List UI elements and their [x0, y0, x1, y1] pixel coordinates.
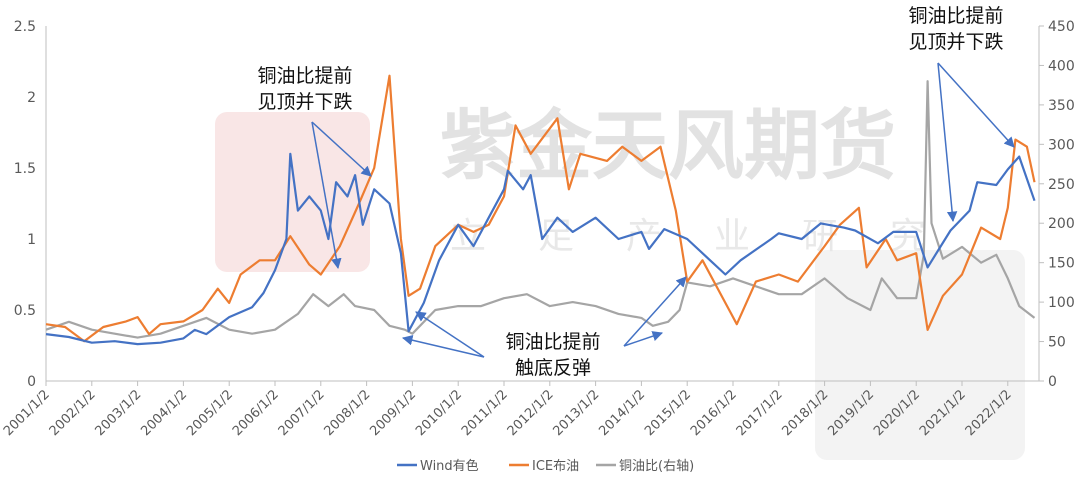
y-tick-right: 150: [1048, 256, 1075, 272]
y-tick-right: 450: [1048, 19, 1075, 35]
annotation-2-line-1: 铜油比提前: [505, 331, 600, 353]
annotation-2-arrow-d: [623, 331, 663, 347]
x-tick-label: 2014/1/2: [596, 387, 648, 439]
x-tick-label: 2015/1/2: [642, 387, 694, 439]
y-tick-left: 1: [27, 232, 36, 248]
annotation-2-arrow-b: [415, 311, 485, 358]
annotation-2-arrow-c: [623, 276, 687, 347]
annotation-1-arrow-b: [311, 121, 372, 177]
annotation-3-line-2: 见顶并下跌: [908, 31, 1003, 53]
x-tick-label: 2008/1/2: [322, 387, 374, 439]
x-tick-label: 2007/1/2: [276, 387, 328, 439]
annotation-3-line-1: 铜油比提前: [908, 5, 1003, 27]
annotation-1-line-1: 铜油比提前: [257, 65, 352, 87]
y-tick-left: 0.5: [14, 303, 36, 319]
x-tick-label: 2003/1/2: [93, 387, 145, 439]
y-tick-left: 2: [27, 90, 36, 106]
y-tick-right: 400: [1048, 58, 1075, 74]
watermark-seal-right: [815, 250, 1025, 460]
annotation-1-line-2: 见顶并下跌: [257, 91, 352, 113]
x-tick-label: 2002/1/2: [47, 387, 99, 439]
y-tick-right: 250: [1048, 177, 1075, 193]
y-tick-left: 0: [27, 374, 36, 390]
series-line-1: [45, 74, 1036, 343]
y-tick-right: 100: [1048, 295, 1075, 311]
y-tick-left: 1.5: [14, 161, 36, 177]
legend-label-1: ICE布油: [532, 459, 579, 474]
legend-label-2: 铜油比(右轴): [619, 459, 694, 474]
x-tick-label: 2005/1/2: [184, 387, 236, 439]
annotation-3-arrow-b: [937, 62, 1015, 148]
annotation-2-line-2: 触底反弹: [515, 357, 591, 379]
x-tick-label: 2004/1/2: [138, 387, 190, 439]
x-tick-label: 2016/1/2: [688, 387, 740, 439]
annotation-2-arrow-a: [401, 335, 485, 358]
x-tick-label: 2009/1/2: [367, 387, 419, 439]
x-tick-label: 2012/1/2: [505, 387, 557, 439]
y-tick-right: 50: [1048, 335, 1066, 351]
series-line-0: [45, 152, 1036, 346]
annotation-1-arrow-a: [311, 121, 342, 270]
annotation-3-arrow-a: [937, 62, 958, 223]
x-tick-label: 2001/1/2: [1, 387, 53, 439]
y-tick-left: 2.5: [14, 19, 36, 35]
y-tick-right: 200: [1048, 216, 1075, 232]
watermark-slogan: 立足产业研究: [450, 216, 978, 257]
x-tick-label: 2017/1/2: [734, 387, 786, 439]
x-tick-label: 2010/1/2: [413, 387, 465, 439]
y-tick-right: 0: [1048, 374, 1057, 390]
x-tick-label: 2006/1/2: [230, 387, 282, 439]
annotations: 铜油比提前 见顶并下跌 铜油比提前 触底反弹 铜油比提前 见顶并下跌: [257, 5, 1015, 379]
legend: Wind有色 ICE布油 铜油比(右轴): [397, 458, 694, 474]
x-tick-label: 2011/1/2: [459, 387, 511, 439]
y-tick-right: 350: [1048, 98, 1075, 114]
y-tick-right: 300: [1048, 137, 1075, 153]
series-lines: [45, 74, 1036, 346]
x-tick-label: 2013/1/2: [551, 387, 603, 439]
watermark-seal-left: [215, 112, 370, 272]
legend-label-0: Wind有色: [420, 458, 479, 474]
